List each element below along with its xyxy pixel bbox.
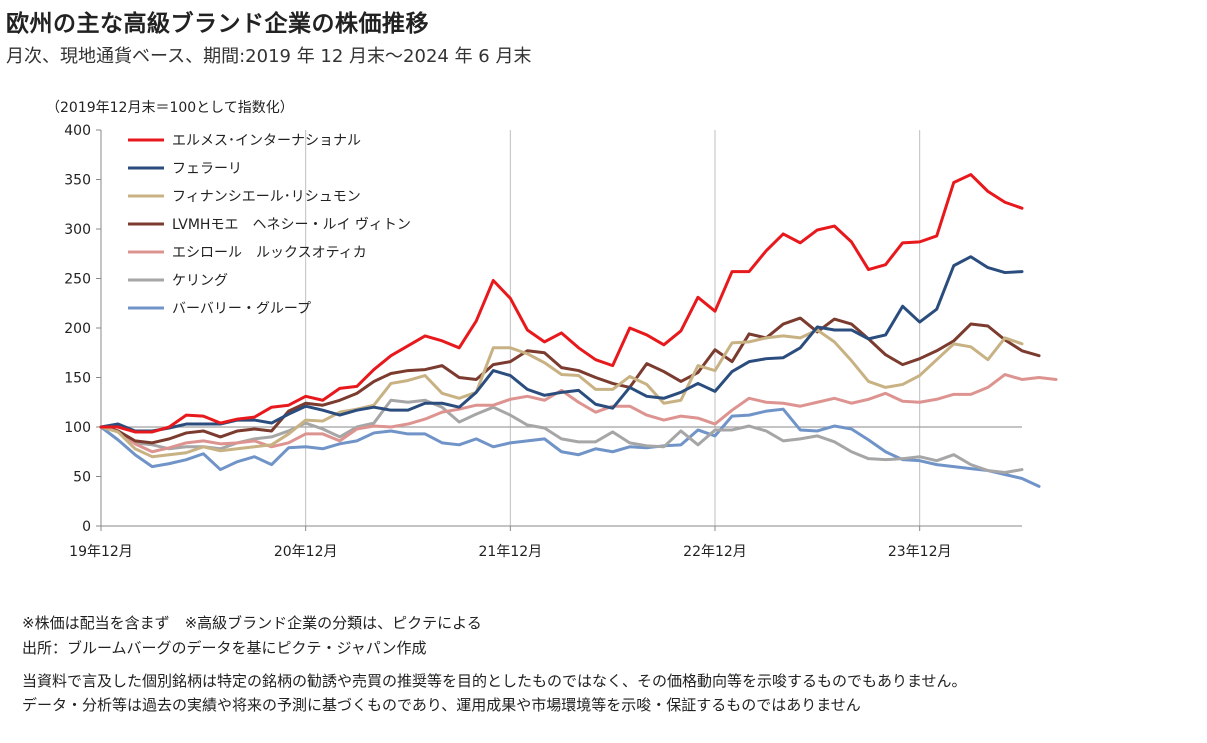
x-tick-label: 22年12月 — [683, 544, 747, 560]
legend-label-5: エシロール ルックスオティカ — [172, 245, 367, 261]
legend-label-7: バーバリー・グループ — [172, 301, 311, 317]
x-tick-label: 19年12月 — [69, 544, 133, 560]
legend-label-6: ケリング — [172, 273, 228, 289]
y-tick-label: 250 — [64, 272, 91, 288]
disclaimer-securities: 当資料で言及した個別銘柄は特定の銘柄の勧誘や売買の推奨等を目的としたものではなく… — [22, 672, 967, 690]
y-tick-label: 200 — [64, 321, 91, 337]
chart-subtitle: 月次、現地通貨ベース、期間:2019 年 12 月末～2024 年 6 月末 — [6, 46, 532, 67]
legend-label-1: エルメス･インターナショナル — [172, 133, 361, 149]
series-lines — [99, 173, 1058, 488]
axes — [96, 129, 1022, 531]
y-tick-label: 300 — [64, 222, 91, 238]
y-tick-label: 400 — [64, 123, 91, 139]
y-tick-label: 100 — [64, 420, 91, 436]
series-line-7 — [99, 407, 1041, 488]
y-tick-label: 150 — [64, 371, 91, 387]
disclaimer-data: データ・分析等は過去の実績や将来の予測に基づくものであり、運用成果や市場環境等を… — [22, 696, 861, 714]
legend-label-4: LVMHモエ ヘネシー・ルイ ヴィトン — [172, 216, 411, 233]
series-line-1 — [99, 173, 1024, 434]
series-line-4 — [99, 316, 1041, 445]
series-line-6 — [99, 398, 1024, 475]
x-tick-label: 21年12月 — [479, 544, 543, 560]
footnote-dividends: ※株価は配当を含まず ※高級ブランド企業の分類は、ピクテによる — [22, 614, 482, 632]
y-tick-label: 350 — [64, 173, 91, 189]
series-line-5 — [99, 373, 1058, 454]
series-line-2 — [99, 255, 1024, 433]
y-tick-label: 0 — [82, 519, 91, 535]
y-axis-unit-note: （2019年12月末＝100として指数化） — [46, 100, 294, 116]
tick-labels: 0 50 100 150 200 250 300 350 400 19年12月 20年12月 21年1… — [64, 123, 951, 560]
chart-title: 欧州の主な高級ブランド企業の株価推移 — [6, 11, 429, 37]
footnote-source: 出所：ブルームバーグのデータを基にピクテ・ジャパン作成 — [22, 639, 427, 657]
line-chart: 0 50 100 150 200 250 300 350 400 19年12月 20年12月 21年1… — [64, 123, 1058, 560]
x-tick-label: 20年12月 — [274, 544, 338, 560]
x-tick-label: 23年12月 — [888, 544, 952, 560]
legend-label-3: フィナンシエール･リシュモン — [172, 189, 361, 205]
series-line-3 — [99, 328, 1024, 459]
y-tick-label: 50 — [73, 470, 91, 486]
legend-label-2: フェラーリ — [172, 161, 242, 177]
